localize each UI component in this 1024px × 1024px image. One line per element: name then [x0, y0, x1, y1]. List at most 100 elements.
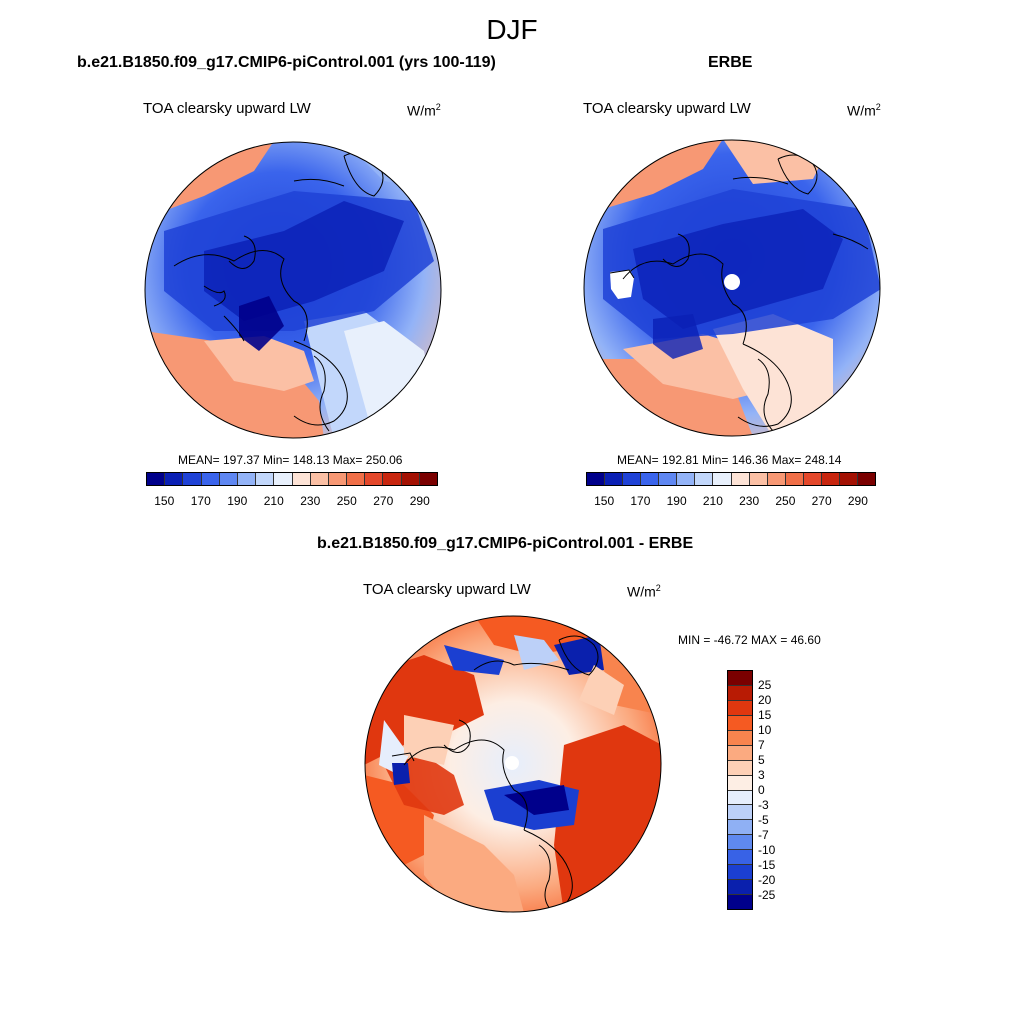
- colorbar-swatch: [728, 790, 752, 806]
- diff-colorbar-labels: 25 20 15 10 7 5 3 0 -3 -5 -7 -10 -15 -20 -25: [758, 670, 798, 910]
- colorbar-swatch: [728, 805, 752, 821]
- colorbar-swatch: [383, 473, 402, 485]
- colorbar-tick-label: 25: [758, 678, 772, 692]
- colorbar-tick-label: 270: [811, 494, 832, 508]
- colorbar-swatch: [587, 473, 606, 485]
- colorbar-swatch: [749, 473, 768, 485]
- colorbar-swatch: [237, 473, 257, 485]
- colorbar-swatch: [641, 473, 660, 485]
- colorbar-tick-label: 150: [154, 494, 175, 508]
- right-colorbar: [586, 472, 876, 486]
- colorbar-tick-label: 5: [758, 753, 765, 767]
- colorbar-swatch: [728, 895, 752, 909]
- colorbar-swatch: [728, 850, 752, 866]
- colorbar-swatch: [292, 473, 311, 485]
- colorbar-swatch: [728, 671, 752, 686]
- colorbar-swatch: [728, 715, 752, 731]
- colorbar-swatch: [328, 473, 348, 485]
- colorbar-swatch: [201, 473, 220, 485]
- right-units-label: W/m2: [847, 102, 881, 119]
- colorbar-swatch: [728, 865, 752, 881]
- diff-colorbar: [727, 670, 753, 910]
- colorbar-tick-label: 190: [227, 494, 248, 508]
- colorbar-tick-label: 190: [666, 494, 687, 508]
- colorbar-tick-label: -5: [758, 813, 769, 827]
- colorbar-tick-label: -25: [758, 888, 776, 902]
- colorbar-tick-label: 150: [594, 494, 615, 508]
- right-polar-map: [583, 139, 881, 437]
- colorbar-swatch: [274, 473, 293, 485]
- colorbar-swatch: [821, 473, 840, 485]
- left-colorbar: [146, 472, 438, 486]
- left-polar-map: [144, 141, 442, 439]
- colorbar-tick-label: 290: [847, 494, 868, 508]
- colorbar-tick-label: 7: [758, 738, 765, 752]
- colorbar-swatch: [219, 473, 238, 485]
- colorbar-swatch: [401, 473, 420, 485]
- colorbar-swatch: [659, 473, 678, 485]
- colorbar-swatch: [857, 473, 875, 485]
- colorbar-swatch: [728, 685, 752, 701]
- colorbar-swatch: [713, 473, 732, 485]
- colorbar-swatch: [767, 473, 786, 485]
- colorbar-swatch: [728, 835, 752, 851]
- diff-variable-label: TOA clearsky upward LW: [363, 581, 531, 598]
- right-colorbar-ticks: 150 170 190 210 230 250 270 290: [586, 494, 876, 510]
- colorbar-swatch: [347, 473, 366, 485]
- colorbar-tick-label: -3: [758, 798, 769, 812]
- colorbar-tick-label: 290: [409, 494, 430, 508]
- diff-polar-map: [364, 615, 662, 913]
- colorbar-swatch: [728, 730, 752, 746]
- left-panel-title: b.e21.B1850.f09_g17.CMIP6-piControl.001 …: [77, 54, 496, 71]
- colorbar-swatch: [839, 473, 858, 485]
- colorbar-swatch: [419, 473, 437, 485]
- left-units-label: W/m2: [407, 102, 441, 119]
- colorbar-swatch: [728, 700, 752, 716]
- colorbar-swatch: [731, 473, 750, 485]
- colorbar-swatch: [256, 473, 275, 485]
- colorbar-swatch: [785, 473, 804, 485]
- colorbar-swatch: [365, 473, 384, 485]
- colorbar-swatch: [623, 473, 642, 485]
- colorbar-tick-label: -20: [758, 873, 776, 887]
- colorbar-swatch: [310, 473, 329, 485]
- colorbar-tick-label: -7: [758, 828, 769, 842]
- main-title: DJF: [486, 14, 538, 45]
- diff-units-label: W/m2: [627, 583, 661, 600]
- diff-panel-title: b.e21.B1850.f09_g17.CMIP6-piControl.001 …: [317, 535, 694, 552]
- colorbar-swatch: [728, 775, 752, 791]
- colorbar-tick-label: 230: [300, 494, 321, 508]
- colorbar-tick-label: 210: [263, 494, 284, 508]
- right-stats: MEAN= 192.81 Min= 146.36 Max= 248.14: [617, 453, 842, 467]
- colorbar-swatch: [695, 473, 714, 485]
- colorbar-swatch: [677, 473, 696, 485]
- colorbar-tick-label: 250: [336, 494, 357, 508]
- right-panel-title: ERBE: [708, 54, 753, 71]
- colorbar-swatch: [728, 880, 752, 896]
- colorbar-swatch: [728, 820, 752, 836]
- colorbar-swatch: [147, 473, 166, 485]
- colorbar-tick-label: 20: [758, 693, 772, 707]
- colorbar-tick-label: 230: [739, 494, 760, 508]
- colorbar-swatch: [605, 473, 624, 485]
- left-colorbar-ticks: 150 170 190 210 230 250 270 290: [146, 494, 438, 510]
- colorbar-tick-label: 170: [190, 494, 211, 508]
- colorbar-tick-label: -15: [758, 858, 776, 872]
- colorbar-swatch: [728, 760, 752, 776]
- colorbar-tick-label: 0: [758, 783, 765, 797]
- colorbar-tick-label: 210: [702, 494, 723, 508]
- colorbar-tick-label: 270: [373, 494, 394, 508]
- colorbar-swatch: [728, 745, 752, 761]
- colorbar-swatch: [803, 473, 822, 485]
- right-variable-label: TOA clearsky upward LW: [583, 100, 751, 117]
- colorbar-swatch: [183, 473, 202, 485]
- colorbar-tick-label: 10: [758, 723, 772, 737]
- colorbar-swatch: [165, 473, 184, 485]
- left-variable-label: TOA clearsky upward LW: [143, 100, 311, 117]
- colorbar-tick-label: 170: [630, 494, 651, 508]
- diff-stats: MIN = -46.72 MAX = 46.60: [678, 633, 821, 647]
- colorbar-tick-label: 3: [758, 768, 765, 782]
- colorbar-tick-label: 15: [758, 708, 772, 722]
- left-stats: MEAN= 197.37 Min= 148.13 Max= 250.06: [178, 453, 403, 467]
- colorbar-tick-label: 250: [775, 494, 796, 508]
